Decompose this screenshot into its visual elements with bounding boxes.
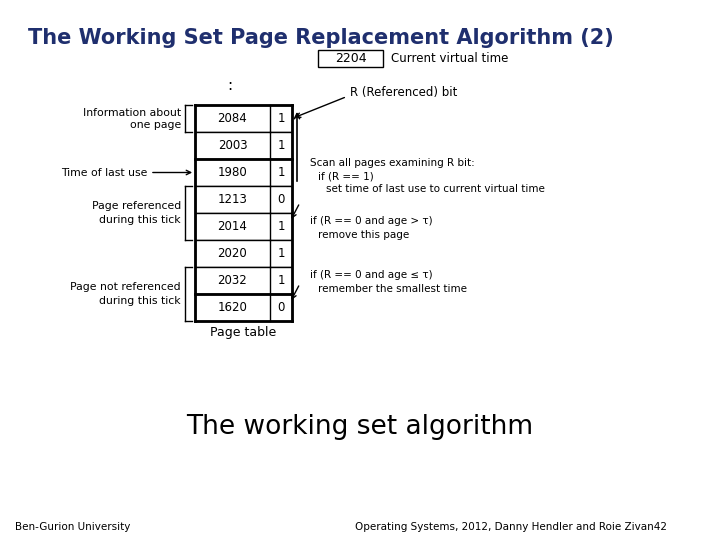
Text: 1: 1 [277, 274, 284, 287]
Text: 2003: 2003 [217, 139, 247, 152]
Text: if (R == 0 and age > τ): if (R == 0 and age > τ) [310, 217, 433, 226]
Text: Time of last use: Time of last use [60, 167, 147, 178]
Text: remember the smallest time: remember the smallest time [318, 284, 467, 294]
Text: Current virtual time: Current virtual time [391, 52, 508, 65]
Text: Scan all pages examining R bit:: Scan all pages examining R bit: [310, 159, 474, 168]
Text: 2014: 2014 [217, 220, 248, 233]
Text: Page referenced: Page referenced [91, 201, 181, 211]
Text: Operating Systems, 2012, Danny Hendler and Roie Zivan42: Operating Systems, 2012, Danny Hendler a… [355, 522, 667, 532]
Bar [195, 213, 292, 240]
Text: 1: 1 [277, 247, 284, 260]
Text: 0: 0 [277, 193, 284, 206]
Text: :: : [228, 78, 238, 92]
Text: Information about: Information about [83, 107, 181, 118]
Text: one page: one page [130, 119, 181, 130]
Text: if (R == 0 and age ≤ τ): if (R == 0 and age ≤ τ) [310, 271, 433, 280]
Bar [318, 50, 383, 67]
Bar [195, 240, 292, 267]
Bar [195, 159, 292, 186]
Text: 2084: 2084 [217, 112, 248, 125]
Text: 1: 1 [277, 166, 284, 179]
Text: Ben-Gurion University: Ben-Gurion University [15, 522, 130, 532]
Text: 0: 0 [277, 301, 284, 314]
Text: 2032: 2032 [217, 274, 248, 287]
Text: R (Referenced) bit: R (Referenced) bit [350, 86, 457, 99]
Text: 2204: 2204 [335, 52, 366, 65]
Text: 1980: 1980 [217, 166, 248, 179]
Text: Page not referenced: Page not referenced [71, 282, 181, 292]
Text: 1: 1 [277, 139, 284, 152]
Text: during this tick: during this tick [99, 215, 181, 225]
Text: 1620: 1620 [217, 301, 248, 314]
Text: if (R == 1): if (R == 1) [318, 172, 374, 181]
Bar [195, 267, 292, 294]
Text: The Working Set Page Replacement Algorithm (2): The Working Set Page Replacement Algorit… [28, 28, 613, 48]
Bar [195, 132, 292, 159]
Bar [195, 186, 292, 213]
Text: 1: 1 [277, 112, 284, 125]
Text: Page table: Page table [210, 326, 276, 339]
Bar [195, 294, 292, 321]
Text: remove this page: remove this page [318, 230, 409, 240]
Bar [195, 105, 292, 132]
Text: set time of last use to current virtual time: set time of last use to current virtual … [326, 184, 545, 193]
Text: 2020: 2020 [217, 247, 248, 260]
Text: The working set algorithm: The working set algorithm [186, 414, 534, 440]
Text: 1213: 1213 [217, 193, 248, 206]
Text: 1: 1 [277, 220, 284, 233]
Text: during this tick: during this tick [99, 296, 181, 306]
